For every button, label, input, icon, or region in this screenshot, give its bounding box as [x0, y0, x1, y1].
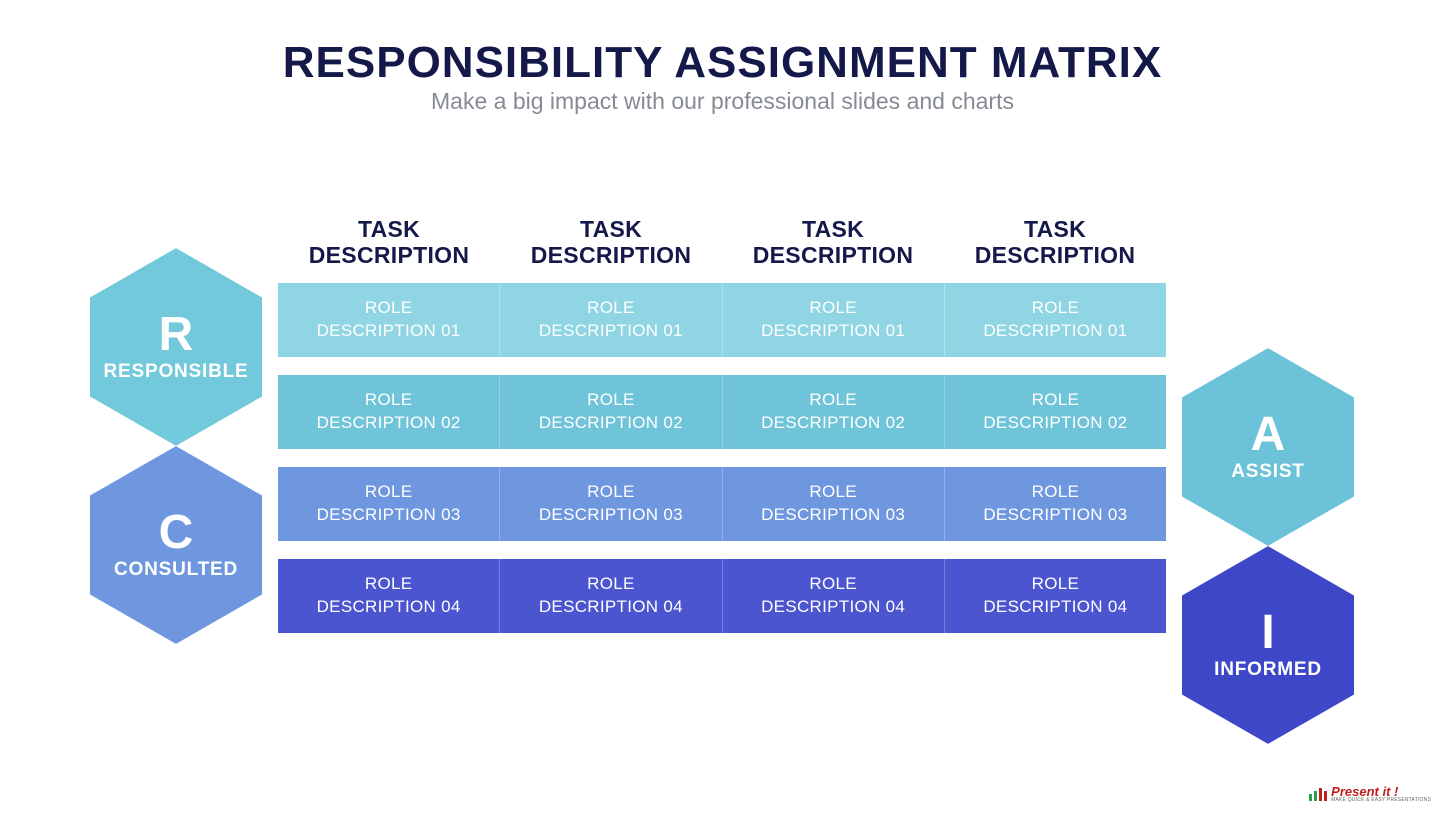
matrix-cell: ROLE DESCRIPTION 03	[500, 467, 722, 541]
hex-label: INFORMED	[1214, 659, 1322, 681]
cell-line1: ROLE	[587, 481, 635, 504]
cell-line1: ROLE	[587, 297, 635, 320]
cell-line2: DESCRIPTION 03	[317, 504, 461, 527]
hex-letter: A	[1251, 411, 1286, 459]
matrix-cell: ROLE DESCRIPTION 02	[723, 375, 945, 449]
matrix-cell: ROLE DESCRIPTION 04	[945, 559, 1166, 633]
matrix-cell: ROLE DESCRIPTION 02	[945, 375, 1166, 449]
cell-line1: ROLE	[1032, 389, 1080, 412]
column-header-line1: TASK	[580, 216, 642, 242]
matrix-cell: ROLE DESCRIPTION 03	[723, 467, 945, 541]
logo-text: Present it ! MAKE QUICK & EASY PRESENTAT…	[1331, 785, 1431, 803]
cell-line2: DESCRIPTION 04	[983, 596, 1127, 619]
hex-consulted: C CONSULTED	[90, 446, 262, 644]
cell-line2: DESCRIPTION 02	[983, 412, 1127, 435]
cell-line1: ROLE	[587, 389, 635, 412]
matrix-cell: ROLE DESCRIPTION 02	[278, 375, 500, 449]
logo-bars-icon	[1309, 787, 1327, 801]
column-header-line2: DESCRIPTION	[975, 242, 1135, 268]
cell-line1: ROLE	[809, 297, 857, 320]
cell-line1: ROLE	[1032, 573, 1080, 596]
column-header: TASK DESCRIPTION	[500, 216, 722, 269]
cell-line2: DESCRIPTION 01	[983, 320, 1127, 343]
cell-line1: ROLE	[809, 481, 857, 504]
matrix-cell: ROLE DESCRIPTION 04	[723, 559, 945, 633]
matrix-row: ROLE DESCRIPTION 01 ROLE DESCRIPTION 01 …	[278, 283, 1166, 357]
column-header-line2: DESCRIPTION	[309, 242, 469, 268]
cell-line2: DESCRIPTION 01	[317, 320, 461, 343]
matrix-row: ROLE DESCRIPTION 02 ROLE DESCRIPTION 02 …	[278, 375, 1166, 449]
cell-line2: DESCRIPTION 03	[983, 504, 1127, 527]
hex-letter: R	[159, 311, 194, 359]
matrix-cell: ROLE DESCRIPTION 01	[723, 283, 945, 357]
matrix-cell: ROLE DESCRIPTION 04	[278, 559, 500, 633]
matrix-row: ROLE DESCRIPTION 03 ROLE DESCRIPTION 03 …	[278, 467, 1166, 541]
column-header-line1: TASK	[802, 216, 864, 242]
cell-line1: ROLE	[587, 573, 635, 596]
cell-line1: ROLE	[365, 481, 413, 504]
hex-label: ASSIST	[1231, 461, 1304, 483]
matrix-cell: ROLE DESCRIPTION 04	[500, 559, 722, 633]
logo-tagline: MAKE QUICK & EASY PRESENTATIONS	[1331, 798, 1431, 803]
hex-label: RESPONSIBLE	[104, 361, 249, 383]
column-header-line1: TASK	[358, 216, 420, 242]
hex-responsible: R RESPONSIBLE	[90, 248, 262, 446]
cell-line1: ROLE	[1032, 297, 1080, 320]
matrix-cell: ROLE DESCRIPTION 01	[278, 283, 500, 357]
brand-logo: Present it ! MAKE QUICK & EASY PRESENTAT…	[1309, 785, 1431, 803]
hex-letter: I	[1261, 609, 1274, 657]
raci-matrix: TASK DESCRIPTION TASK DESCRIPTION TASK D…	[278, 216, 1166, 651]
hex-letter: C	[159, 509, 194, 557]
matrix-cell: ROLE DESCRIPTION 03	[278, 467, 500, 541]
page-subtitle: Make a big impact with our professional …	[0, 88, 1445, 115]
cell-line2: DESCRIPTION 02	[761, 412, 905, 435]
cell-line1: ROLE	[809, 573, 857, 596]
column-headers-row: TASK DESCRIPTION TASK DESCRIPTION TASK D…	[278, 216, 1166, 269]
matrix-row: ROLE DESCRIPTION 04 ROLE DESCRIPTION 04 …	[278, 559, 1166, 633]
cell-line2: DESCRIPTION 03	[761, 504, 905, 527]
cell-line1: ROLE	[1032, 481, 1080, 504]
matrix-cell: ROLE DESCRIPTION 01	[945, 283, 1166, 357]
column-header-line2: DESCRIPTION	[753, 242, 913, 268]
hex-assist: A ASSIST	[1182, 348, 1354, 546]
cell-line1: ROLE	[809, 389, 857, 412]
cell-line1: ROLE	[365, 573, 413, 596]
page-title: RESPONSIBILITY ASSIGNMENT MATRIX	[0, 38, 1445, 88]
column-header-line2: DESCRIPTION	[531, 242, 691, 268]
cell-line2: DESCRIPTION 04	[539, 596, 683, 619]
cell-line1: ROLE	[365, 389, 413, 412]
cell-line2: DESCRIPTION 01	[539, 320, 683, 343]
column-header: TASK DESCRIPTION	[944, 216, 1166, 269]
cell-line2: DESCRIPTION 02	[539, 412, 683, 435]
cell-line1: ROLE	[365, 297, 413, 320]
matrix-cell: ROLE DESCRIPTION 02	[500, 375, 722, 449]
cell-line2: DESCRIPTION 04	[761, 596, 905, 619]
matrix-cell: ROLE DESCRIPTION 03	[945, 467, 1166, 541]
cell-line2: DESCRIPTION 03	[539, 504, 683, 527]
column-header-line1: TASK	[1024, 216, 1086, 242]
hex-informed: I INFORMED	[1182, 546, 1354, 744]
cell-line2: DESCRIPTION 02	[317, 412, 461, 435]
matrix-cell: ROLE DESCRIPTION 01	[500, 283, 722, 357]
column-header: TASK DESCRIPTION	[722, 216, 944, 269]
header: RESPONSIBILITY ASSIGNMENT MATRIX Make a …	[0, 38, 1445, 115]
column-header: TASK DESCRIPTION	[278, 216, 500, 269]
hex-label: CONSULTED	[114, 559, 238, 581]
cell-line2: DESCRIPTION 04	[317, 596, 461, 619]
cell-line2: DESCRIPTION 01	[761, 320, 905, 343]
